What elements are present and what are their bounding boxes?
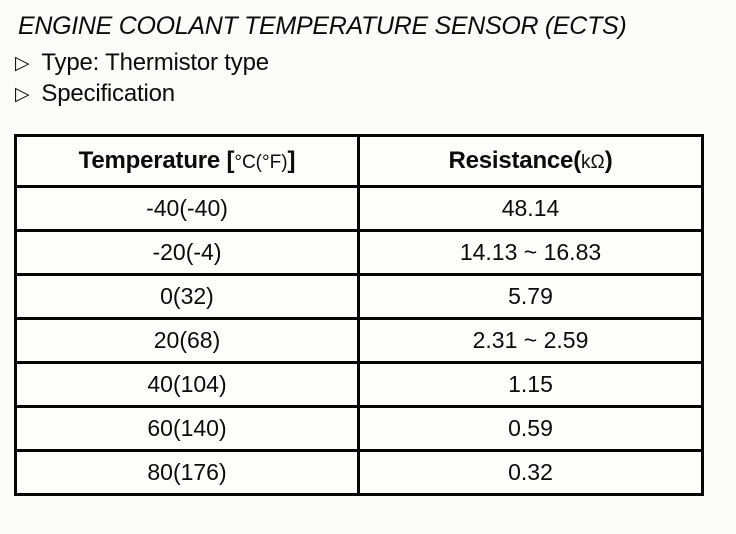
resistance-cell: 14.13 ~ 16.83: [357, 229, 704, 276]
resistance-cell: 48.14: [357, 185, 704, 232]
table-row: 40(104) 1.15: [14, 361, 704, 408]
table-header-row: Temperature [°C(°F)] Resistance(kΩ): [14, 134, 704, 188]
temperature-cell: 60(140): [14, 405, 360, 452]
table-row: 80(176) 0.32: [14, 449, 704, 496]
bullet-text-type: Type: Thermistor type: [41, 49, 269, 76]
temperature-cell: 80(176): [14, 449, 360, 496]
table-row: -20(-4) 14.13 ~ 16.83: [14, 229, 704, 276]
resistance-header-label: Resistance(: [448, 147, 581, 174]
resistance-cell: 5.79: [357, 273, 704, 320]
resistance-cell: 2.31 ~ 2.59: [357, 317, 704, 364]
bullet-item-type: ▷ Type: Thermistor type: [15, 49, 269, 77]
resistance-cell: 1.15: [357, 361, 704, 408]
resistance-cell: 0.32: [357, 449, 704, 496]
temperature-header-label: Temperature [: [78, 147, 235, 174]
page-title: ENGINE COOLANT TEMPERATURE SENSOR (ECTS): [18, 12, 627, 40]
temperature-cell: -40(-40): [14, 185, 360, 232]
bullet-item-specification: ▷ Specification: [15, 80, 175, 108]
triangle-bullet-icon: ▷: [15, 83, 30, 105]
resistance-header-close: ): [604, 147, 613, 174]
temperature-header-close: ]: [287, 147, 296, 174]
temperature-cell: 20(68): [14, 317, 360, 364]
resistance-unit-label: kΩ: [581, 152, 605, 173]
table-row: 0(32) 5.79: [14, 273, 704, 320]
temperature-unit-label: °C(°F): [234, 152, 288, 173]
triangle-bullet-icon: ▷: [15, 52, 30, 74]
resistance-column-header: Resistance(kΩ): [357, 134, 704, 188]
bullet-text-specification: Specification: [41, 80, 175, 107]
table-row: -40(-40) 48.14: [14, 185, 704, 232]
temperature-cell: 0(32): [14, 273, 360, 320]
resistance-cell: 0.59: [357, 405, 704, 452]
temperature-column-header: Temperature [°C(°F)]: [14, 134, 360, 188]
temperature-cell: -20(-4): [14, 229, 360, 276]
ects-spec-table: Temperature [°C(°F)] Resistance(kΩ) -40(…: [14, 134, 704, 496]
table-row: 60(140) 0.59: [14, 405, 704, 452]
temperature-cell: 40(104): [14, 361, 360, 408]
table-row: 20(68) 2.31 ~ 2.59: [14, 317, 704, 364]
